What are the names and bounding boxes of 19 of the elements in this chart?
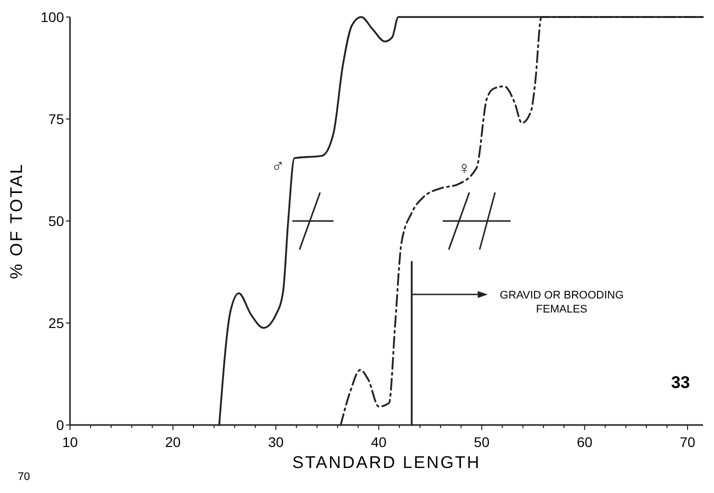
x-tick-label: 60 xyxy=(576,434,593,450)
y-axis-title: % OF TOTAL xyxy=(7,162,26,280)
y-tick-label: 25 xyxy=(48,315,64,331)
x-tick-label: 50 xyxy=(474,434,490,450)
x-tick-label: 70 xyxy=(680,434,696,450)
x-tick-label: 20 xyxy=(165,434,181,450)
y-tick-label: 100 xyxy=(40,9,64,25)
x-tick-label: 40 xyxy=(370,434,387,450)
y-tick-label: 75 xyxy=(48,111,64,127)
y-tick-label: 50 xyxy=(48,213,64,229)
x-axis-title: STANDARD LENGTH xyxy=(292,453,481,472)
x-tick-label: 10 xyxy=(62,434,78,450)
series-label: ♀ xyxy=(457,158,471,178)
series-label: ♂ xyxy=(271,156,285,176)
y-tick-label: 0 xyxy=(56,417,64,433)
text: 70 xyxy=(18,471,30,483)
x-tick-label: 30 xyxy=(268,434,284,450)
annotation: 33 xyxy=(671,373,690,392)
annotation: GRAVID OR BROODING FEMALES xyxy=(500,289,624,316)
